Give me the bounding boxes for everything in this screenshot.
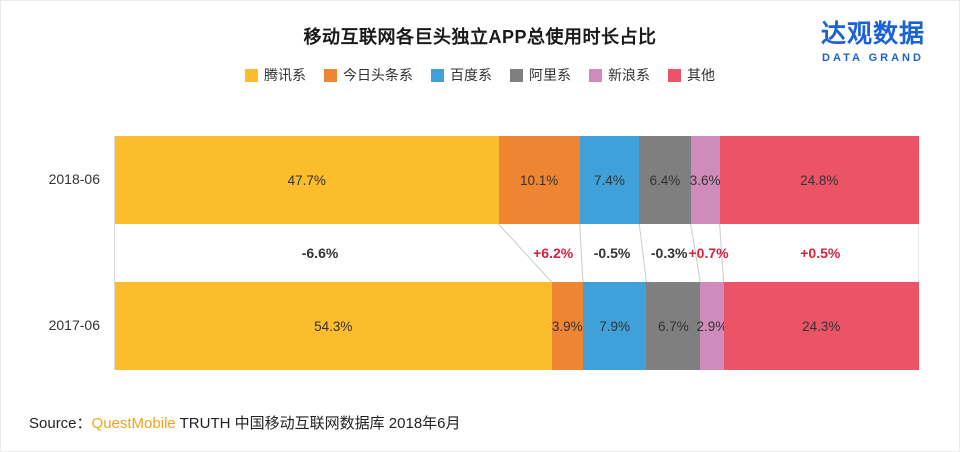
legend-swatch [324, 68, 337, 82]
legend-swatch [668, 68, 681, 82]
segment-value-label: 24.8% [800, 172, 839, 188]
source-rest: TRUTH 中国移动互联网数据库 2018年6月 [175, 415, 461, 432]
legend-label: 新浪系 [608, 67, 650, 83]
delta-label: -6.6% [301, 245, 339, 261]
bar-segment: 7.9% [582, 282, 647, 370]
legend-swatch [245, 68, 258, 82]
delta-label: +0.5% [800, 245, 841, 261]
legend-item-1: 今日头条系 [324, 65, 413, 85]
bar-segment: 2.9% [697, 282, 727, 370]
bar-segment: 7.4% [579, 136, 640, 224]
legend-swatch [431, 68, 444, 82]
bar-segment: 24.3% [723, 282, 919, 370]
segment-value-label: 2.9% [696, 318, 728, 334]
category-label-2018: 2018-06 [48, 171, 100, 187]
plot-area: 47.7% 10.1% 7.4% 6.4% 3.6% 24.8% -6.6% +6.2% -0… [114, 136, 919, 370]
legend: 腾讯系 今日头条系 百度系 阿里系 新浪系 其他 [1, 65, 959, 85]
connector-lines [115, 224, 919, 282]
source-note: Source：QuestMobile TRUTH 中国移动互联网数据库 2018… [29, 412, 461, 433]
legend-item-0: 腾讯系 [245, 65, 306, 85]
legend-item-4: 新浪系 [589, 65, 650, 85]
legend-label: 阿里系 [529, 67, 571, 83]
brand-logo: 达观数据 DATA GRAND [821, 14, 925, 64]
segment-value-label: 7.4% [594, 172, 625, 188]
delta-label: -0.5% [593, 245, 631, 261]
segment-value-label: 6.7% [657, 318, 689, 334]
legend-label: 百度系 [450, 67, 492, 83]
bar-row-2017: 54.3% 3.9% 7.9% 6.7% 2.9% 24.3% [115, 282, 919, 370]
segment-value-label: 3.9% [551, 318, 583, 334]
legend-item-5: 其他 [668, 65, 715, 85]
bar-segment: 6.7% [646, 282, 701, 370]
bar-segment: 47.7% [115, 136, 499, 224]
segment-value-label: 47.7% [287, 172, 326, 188]
legend-item-3: 阿里系 [510, 65, 571, 85]
segment-value-label: 7.9% [599, 318, 631, 334]
bar-segment: 10.1% [498, 136, 580, 224]
source-brand: QuestMobile [91, 415, 176, 432]
legend-label: 其他 [687, 67, 715, 83]
segment-value-label: 54.3% [314, 318, 353, 334]
bar-segment: 24.8% [719, 136, 919, 224]
segment-value-label: 6.4% [649, 172, 681, 188]
legend-item-2: 百度系 [431, 65, 492, 85]
category-label-2017: 2017-06 [48, 317, 100, 333]
bar-row-2018: 47.7% 10.1% 7.4% 6.4% 3.6% 24.8% [115, 136, 919, 224]
source-prefix: Source： [29, 415, 92, 432]
segment-value-label: 24.3% [802, 318, 841, 334]
brand-logo-cn: 达观数据 [820, 20, 925, 48]
delta-label: +0.7% [688, 245, 729, 261]
legend-label: 今日头条系 [343, 67, 413, 83]
bar-segment: 54.3% [115, 282, 552, 370]
delta-label: -0.3% [650, 245, 688, 261]
legend-swatch [510, 68, 523, 82]
bar-segment: 6.4% [639, 136, 691, 224]
segment-value-label: 10.1% [519, 172, 559, 188]
segment-value-label: 3.6% [689, 172, 721, 188]
delta-label: +6.2% [533, 245, 574, 261]
legend-label: 腾讯系 [264, 67, 306, 83]
legend-swatch [589, 68, 602, 82]
delta-band: -6.6% +6.2% -0.5% -0.3% +0.7% +0.5% [115, 224, 919, 282]
brand-logo-en: DATA GRAND [822, 52, 924, 64]
chart-title: 移动互联网各巨头独立APP总使用时长占比 [303, 27, 657, 47]
bar-segment: 3.6% [689, 136, 721, 224]
bar-segment: 3.9% [551, 282, 583, 370]
